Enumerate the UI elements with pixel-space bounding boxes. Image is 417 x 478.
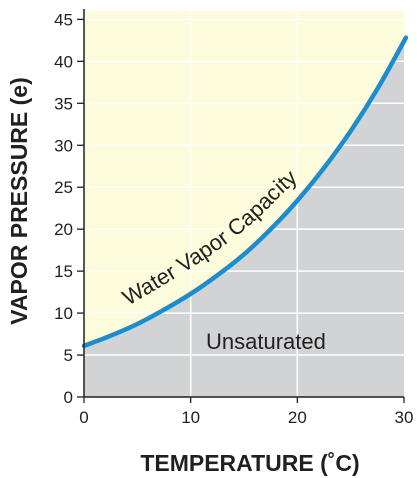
x-tick-label: 20 bbox=[288, 408, 307, 427]
x-tick-label: 0 bbox=[79, 408, 88, 427]
y-tick-label: 40 bbox=[54, 52, 73, 71]
y-tick-label: 10 bbox=[54, 304, 73, 323]
y-tick-label: 20 bbox=[54, 220, 73, 239]
y-tick-label: 30 bbox=[54, 136, 73, 155]
unsaturated-region bbox=[84, 37, 406, 398]
y-tick-label: 0 bbox=[64, 388, 73, 407]
unsaturated-label: Unsaturated bbox=[206, 329, 326, 354]
x-tick-label: 30 bbox=[395, 408, 414, 427]
y-tick-label: 45 bbox=[54, 10, 73, 29]
grid-lines bbox=[84, 11, 404, 397]
y-tick-labels: 0 5 10 15 20 25 30 35 40 45 bbox=[54, 10, 84, 407]
y-tick-label: 15 bbox=[54, 262, 73, 281]
y-axis-title: VAPOR PRESSURE (e) bbox=[6, 77, 32, 325]
x-tick-label: 10 bbox=[181, 408, 200, 427]
plot-area bbox=[81, 9, 409, 398]
x-tick-labels: 0 10 20 30 bbox=[79, 397, 413, 427]
x-axis-title: TEMPERATURE (˚C) bbox=[140, 450, 359, 476]
y-tick-label: 25 bbox=[54, 178, 73, 197]
axes bbox=[83, 9, 404, 398]
water-vapor-capacity-curve bbox=[81, 35, 409, 349]
y-tick-label: 35 bbox=[54, 94, 73, 113]
y-tick-label: 5 bbox=[64, 346, 73, 365]
